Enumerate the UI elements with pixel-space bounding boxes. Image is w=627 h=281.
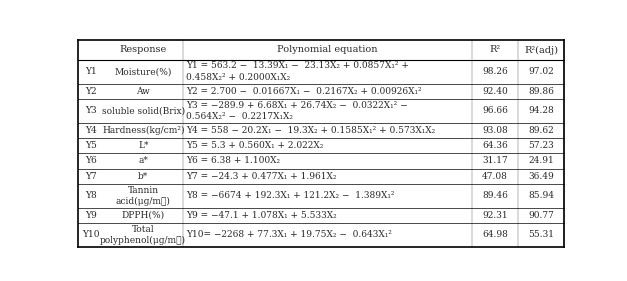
Text: Moisture(%): Moisture(%) xyxy=(115,67,172,76)
Text: R²(adj): R²(adj) xyxy=(524,46,558,55)
Text: Y1: Y1 xyxy=(85,67,97,76)
Text: 64.98: 64.98 xyxy=(482,230,508,239)
Text: Y2: Y2 xyxy=(85,87,97,96)
Text: R²: R² xyxy=(490,46,500,55)
Text: Y3: Y3 xyxy=(85,106,97,115)
Text: 24.91: 24.91 xyxy=(529,157,554,166)
Text: soluble solid(Brix): soluble solid(Brix) xyxy=(102,106,185,115)
Text: Y7 = −24.3 + 0.477X₁ + 1.961X₂: Y7 = −24.3 + 0.477X₁ + 1.961X₂ xyxy=(186,172,336,181)
Text: 36.49: 36.49 xyxy=(529,172,554,181)
Text: Y4: Y4 xyxy=(85,126,97,135)
Text: 89.46: 89.46 xyxy=(482,191,508,200)
Text: Hardness(kg/cm²): Hardness(kg/cm²) xyxy=(102,126,184,135)
Text: 31.17: 31.17 xyxy=(482,157,508,166)
Text: Y6 = 6.38 + 1.100X₂: Y6 = 6.38 + 1.100X₂ xyxy=(186,157,280,166)
Text: Y1 = 563.2 −  13.39X₁ −  23.13X₂ + 0.0857X₁² +
0.458X₂² + 0.2000X₁X₂: Y1 = 563.2 − 13.39X₁ − 23.13X₂ + 0.0857X… xyxy=(186,61,409,82)
Text: 89.86: 89.86 xyxy=(529,87,554,96)
Text: Y6: Y6 xyxy=(85,157,97,166)
Text: Y9 = −47.1 + 1.078X₁ + 5.533X₂: Y9 = −47.1 + 1.078X₁ + 5.533X₂ xyxy=(186,211,337,220)
Text: 89.62: 89.62 xyxy=(529,126,554,135)
Text: Y9: Y9 xyxy=(85,211,97,220)
Text: 92.40: 92.40 xyxy=(482,87,508,96)
Text: DPPH(%): DPPH(%) xyxy=(122,211,165,220)
Text: Tannin
acid(μg/mℓ): Tannin acid(μg/mℓ) xyxy=(116,186,171,206)
Text: a*: a* xyxy=(139,157,148,166)
Text: Y10: Y10 xyxy=(82,230,100,239)
Text: 47.08: 47.08 xyxy=(482,172,508,181)
Text: 92.31: 92.31 xyxy=(482,211,508,220)
Text: Total
polyphenol(μg/mℓ): Total polyphenol(μg/mℓ) xyxy=(100,225,186,245)
Text: Response: Response xyxy=(120,46,167,55)
Text: 96.66: 96.66 xyxy=(482,106,508,115)
Text: Y5: Y5 xyxy=(85,141,97,150)
Text: 64.36: 64.36 xyxy=(482,141,508,150)
Text: Y10= −2268 + 77.3X₁ + 19.75X₂ −  0.643X₁²: Y10= −2268 + 77.3X₁ + 19.75X₂ − 0.643X₁² xyxy=(186,230,392,239)
Text: Aw: Aw xyxy=(136,87,150,96)
Text: 97.02: 97.02 xyxy=(529,67,554,76)
Text: Y8: Y8 xyxy=(85,191,97,200)
Text: Y8 = −6674 + 192.3X₁ + 121.2X₂ −  1.389X₁²: Y8 = −6674 + 192.3X₁ + 121.2X₂ − 1.389X₁… xyxy=(186,191,394,200)
Text: 85.94: 85.94 xyxy=(528,191,554,200)
Text: 57.23: 57.23 xyxy=(529,141,554,150)
Text: 98.26: 98.26 xyxy=(482,67,508,76)
Text: Y7: Y7 xyxy=(85,172,97,181)
Text: 90.77: 90.77 xyxy=(529,211,554,220)
Text: Y2 = 2.700 −  0.01667X₁ −  0.2167X₂ + 0.00926X₁²: Y2 = 2.700 − 0.01667X₁ − 0.2167X₂ + 0.00… xyxy=(186,87,421,96)
Text: 93.08: 93.08 xyxy=(482,126,508,135)
Text: Y3 = −289.9 + 6.68X₁ + 26.74X₂ −  0.0322X₁² −
0.564X₂² −  0.2217X₁X₂: Y3 = −289.9 + 6.68X₁ + 26.74X₂ − 0.0322X… xyxy=(186,101,408,121)
Text: Polynomial equation: Polynomial equation xyxy=(277,46,377,55)
Text: 94.28: 94.28 xyxy=(529,106,554,115)
Text: 55.31: 55.31 xyxy=(528,230,554,239)
Text: Y5 = 5.3 + 0.560X₁ + 2.022X₂: Y5 = 5.3 + 0.560X₁ + 2.022X₂ xyxy=(186,141,323,150)
Text: b*: b* xyxy=(138,172,149,181)
Text: Y4 = 558 − 20.2X₁ −  19.3X₂ + 0.1585X₁² + 0.573X₁X₂: Y4 = 558 − 20.2X₁ − 19.3X₂ + 0.1585X₁² +… xyxy=(186,126,435,135)
Text: L*: L* xyxy=(138,141,149,150)
